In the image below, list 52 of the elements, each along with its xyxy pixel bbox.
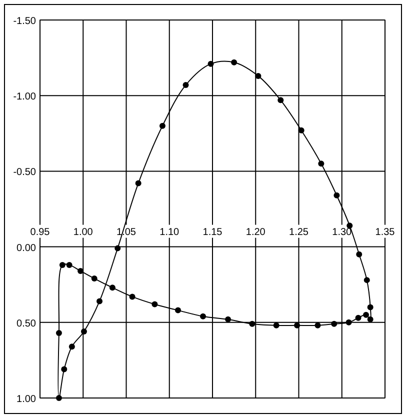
- y-tick-label: 0.00: [16, 242, 36, 254]
- point: [298, 127, 304, 134]
- point: [152, 301, 158, 308]
- point: [363, 312, 370, 318]
- y-tick-label: -1.50: [13, 16, 36, 27]
- point: [334, 192, 340, 198]
- y-tick-label: -0.50: [13, 167, 36, 178]
- point: [273, 322, 280, 328]
- point: [91, 276, 98, 282]
- point: [367, 304, 374, 310]
- point: [346, 319, 352, 326]
- point: [56, 395, 62, 401]
- point: [129, 294, 136, 300]
- x-tick-label: 1.10: [160, 226, 180, 238]
- point: [255, 72, 262, 79]
- point: [175, 307, 181, 314]
- point: [367, 316, 374, 322]
- x-tick-label: 1.30: [332, 226, 352, 238]
- point: [80, 328, 87, 334]
- point: [356, 251, 362, 258]
- point: [364, 277, 370, 284]
- point: [66, 262, 72, 268]
- point: [249, 320, 256, 327]
- point: [109, 284, 116, 291]
- y-tick-label: -1.00: [13, 92, 36, 103]
- point: [114, 245, 121, 252]
- point: [96, 298, 103, 304]
- point: [225, 316, 232, 322]
- point: [278, 97, 284, 104]
- x-tick-label: 1.20: [246, 226, 266, 238]
- point: [182, 82, 189, 88]
- x-tick-label: 1.35: [375, 226, 396, 238]
- x-tick-label: 1.00: [73, 226, 94, 238]
- point: [208, 60, 214, 67]
- point: [59, 262, 66, 268]
- point: [318, 160, 324, 167]
- point: [200, 313, 206, 320]
- point: [61, 366, 68, 372]
- point: [135, 180, 142, 186]
- point: [56, 330, 62, 336]
- x-tick-label: 0.95: [30, 226, 50, 238]
- x-tick-label: 1.25: [289, 226, 309, 238]
- x-tick-label: 1.15: [202, 226, 223, 238]
- point: [294, 322, 300, 328]
- y-tick-label: 0.50: [16, 318, 36, 330]
- point: [314, 322, 321, 328]
- point: [331, 320, 338, 327]
- point: [159, 122, 166, 129]
- point: [68, 344, 75, 350]
- y-tick-label: 1.00: [16, 394, 36, 405]
- point: [355, 314, 362, 321]
- point: [231, 59, 238, 66]
